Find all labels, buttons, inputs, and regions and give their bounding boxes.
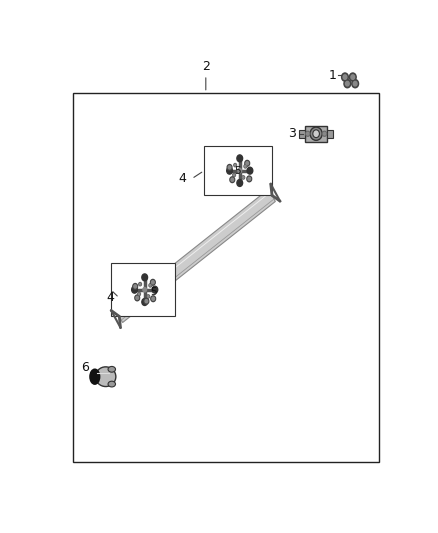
Circle shape (247, 176, 251, 182)
Circle shape (323, 132, 325, 135)
Circle shape (227, 167, 233, 174)
Circle shape (242, 176, 245, 179)
Circle shape (352, 79, 359, 88)
Circle shape (134, 285, 137, 288)
Bar (327, 130, 333, 138)
Circle shape (151, 279, 155, 285)
Text: 6: 6 (81, 361, 88, 374)
Circle shape (351, 75, 355, 79)
Circle shape (138, 293, 140, 295)
Circle shape (346, 82, 349, 86)
Circle shape (247, 167, 253, 174)
Circle shape (322, 131, 327, 136)
Circle shape (343, 75, 347, 79)
Ellipse shape (313, 130, 319, 138)
Circle shape (233, 174, 235, 176)
Text: 2: 2 (202, 60, 210, 74)
Text: 1: 1 (328, 69, 336, 82)
Bar (111, 263, 175, 317)
Polygon shape (116, 189, 276, 322)
Text: 3: 3 (288, 127, 296, 140)
Circle shape (243, 176, 244, 179)
Circle shape (245, 160, 250, 166)
Circle shape (147, 295, 150, 298)
Circle shape (230, 177, 235, 183)
Circle shape (237, 155, 243, 162)
Circle shape (244, 165, 247, 168)
Circle shape (228, 166, 231, 169)
Text: 5: 5 (235, 166, 241, 176)
Circle shape (145, 300, 148, 303)
Circle shape (245, 165, 246, 167)
Circle shape (353, 82, 357, 86)
Ellipse shape (90, 369, 99, 384)
Bar (305, 126, 327, 142)
Circle shape (152, 297, 155, 300)
Ellipse shape (95, 367, 116, 386)
Circle shape (150, 285, 151, 286)
Circle shape (233, 173, 236, 176)
Bar (299, 130, 305, 138)
Circle shape (143, 287, 147, 292)
Circle shape (246, 161, 248, 165)
Circle shape (135, 295, 140, 301)
Circle shape (136, 296, 138, 300)
Circle shape (152, 281, 154, 284)
Circle shape (307, 132, 309, 135)
Circle shape (133, 284, 138, 289)
Circle shape (148, 296, 149, 297)
Circle shape (139, 282, 141, 286)
Circle shape (350, 73, 356, 81)
Circle shape (151, 296, 155, 302)
Text: 5: 5 (150, 287, 156, 297)
Circle shape (344, 79, 351, 88)
Bar (204, 146, 272, 195)
Ellipse shape (108, 366, 116, 372)
Circle shape (144, 298, 149, 304)
Circle shape (231, 178, 233, 181)
Circle shape (149, 284, 152, 287)
Circle shape (234, 164, 237, 167)
Circle shape (237, 180, 243, 187)
Circle shape (306, 131, 310, 136)
Ellipse shape (108, 381, 116, 387)
Circle shape (142, 274, 148, 281)
Circle shape (138, 293, 141, 296)
Text: 4: 4 (106, 292, 114, 304)
Circle shape (152, 286, 158, 293)
Circle shape (248, 177, 251, 181)
Circle shape (139, 283, 141, 285)
Text: 4: 4 (179, 172, 187, 185)
Circle shape (342, 73, 348, 81)
Circle shape (132, 286, 138, 293)
Circle shape (227, 165, 232, 170)
Ellipse shape (310, 127, 322, 140)
Circle shape (238, 168, 242, 173)
Circle shape (142, 298, 148, 305)
Circle shape (234, 164, 236, 166)
